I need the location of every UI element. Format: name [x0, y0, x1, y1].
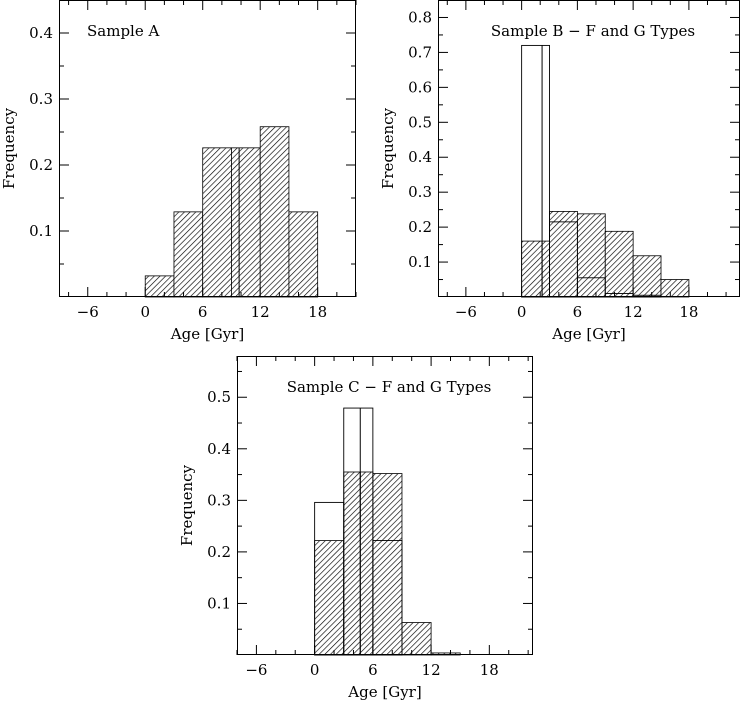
x-tick-label-4: 18: [480, 661, 499, 679]
y-tick-label-3: 0.4: [29, 24, 53, 42]
chart-title: Sample C − F and G Types: [287, 378, 492, 396]
hatched-bars: [144, 126, 319, 298]
x-tick-labels: −6 0 6 12 18: [77, 303, 328, 321]
plot-frame: [237, 356, 533, 655]
y-tick-label-0: 0.1: [207, 594, 231, 612]
y-axis-label: Frequency: [178, 464, 196, 546]
y-tick-label-3: 0.4: [408, 148, 432, 166]
x-tick-labels: −6 0 6 12 18: [245, 661, 499, 679]
y-tick-label-0: 0.1: [29, 222, 53, 240]
x-axis-label: Age [Gyr]: [170, 325, 244, 343]
y-tick-label-5: 0.6: [408, 78, 432, 96]
axis-ticks: [438, 0, 740, 297]
y-tick-label-1: 0.2: [207, 543, 231, 561]
y-axis-label: Frequency: [0, 107, 18, 189]
hatched-bar-5: [288, 211, 319, 298]
y-tick-label-4: 0.5: [207, 388, 231, 406]
y-tick-label-6: 0.7: [408, 43, 432, 61]
x-tick-label-2: 6: [198, 303, 208, 321]
hatched-bar-1: [549, 210, 578, 298]
y-tick-labels: 0.1 0.2 0.3 0.4 0.5: [207, 388, 231, 612]
y-tick-label-3: 0.4: [207, 440, 231, 458]
panel-sample-b: −6 0 6 12 18 0.1 0.2 0.3 0.4 0.5 0.6 0.7 0.8 Sample…: [379, 0, 740, 343]
y-tick-labels: 0.1 0.2 0.3 0.4: [29, 24, 53, 240]
x-tick-label-0: −6: [77, 303, 99, 321]
x-axis-label: Age [Gyr]: [551, 325, 625, 343]
chart-title: Sample B − F and G Types: [491, 22, 695, 40]
x-tick-label-3: 12: [624, 303, 643, 321]
hatched-bar-4: [632, 255, 662, 298]
y-tick-label-2: 0.3: [207, 491, 231, 509]
hatched-bar-1: [343, 471, 374, 656]
panel-sample-c: −6 0 6 12 18 0.1 0.2 0.3 0.4 0.5 Sample C − F an…: [178, 356, 533, 701]
y-tick-label-2: 0.3: [408, 183, 432, 201]
hatched-bar-5: [660, 279, 690, 298]
axis-ticks: [59, 0, 357, 297]
hatched-bar-0: [144, 275, 175, 298]
y-tick-label-1: 0.2: [29, 156, 53, 174]
x-tick-label-3: 12: [251, 303, 270, 321]
chart-title: Sample A: [87, 22, 159, 40]
y-tick-label-0: 0.1: [408, 253, 432, 271]
y-tick-label-4: 0.5: [408, 113, 432, 131]
hatched-bar-4: [259, 126, 290, 298]
x-tick-labels: −6 0 6 12 18: [455, 303, 699, 321]
x-tick-label-0: −6: [245, 661, 267, 679]
x-axis-label: Age [Gyr]: [347, 683, 421, 701]
hatched-bars: [314, 471, 461, 656]
x-tick-label-2: 6: [368, 661, 378, 679]
hatched-bar-3: [604, 230, 634, 298]
panel-sample-a: −6 0 6 12 18 0.1 0.2 0.3 0.4 Sample A Age [Gyr]…: [0, 0, 357, 343]
y-tick-label-7: 0.8: [408, 8, 432, 26]
hatched-bar-2: [576, 213, 606, 298]
hatched-bar-3: [231, 147, 261, 298]
hatched-bar-1: [173, 211, 204, 298]
x-tick-label-2: 6: [573, 303, 583, 321]
x-tick-label-1: 0: [517, 303, 527, 321]
x-tick-label-4: 18: [308, 303, 327, 321]
x-tick-label-0: −6: [455, 303, 477, 321]
y-tick-label-1: 0.2: [408, 218, 432, 236]
x-tick-label-3: 12: [422, 661, 441, 679]
y-tick-label-2: 0.3: [29, 90, 53, 108]
axis-ticks: [236, 356, 533, 655]
x-tick-label-1: 0: [310, 661, 320, 679]
y-tick-labels: 0.1 0.2 0.3 0.4 0.5 0.6 0.7 0.8: [408, 8, 432, 271]
hatched-bar-3: [401, 622, 432, 656]
y-axis-label: Frequency: [379, 107, 397, 189]
hatched-bar-2: [372, 473, 403, 656]
hatched-bar-0: [314, 540, 345, 656]
x-tick-label-4: 18: [679, 303, 698, 321]
hatched-bar-2: [202, 147, 232, 298]
x-tick-label-1: 0: [140, 303, 150, 321]
plot-frame: [59, 0, 356, 297]
hatched-bar-0: [521, 240, 550, 298]
